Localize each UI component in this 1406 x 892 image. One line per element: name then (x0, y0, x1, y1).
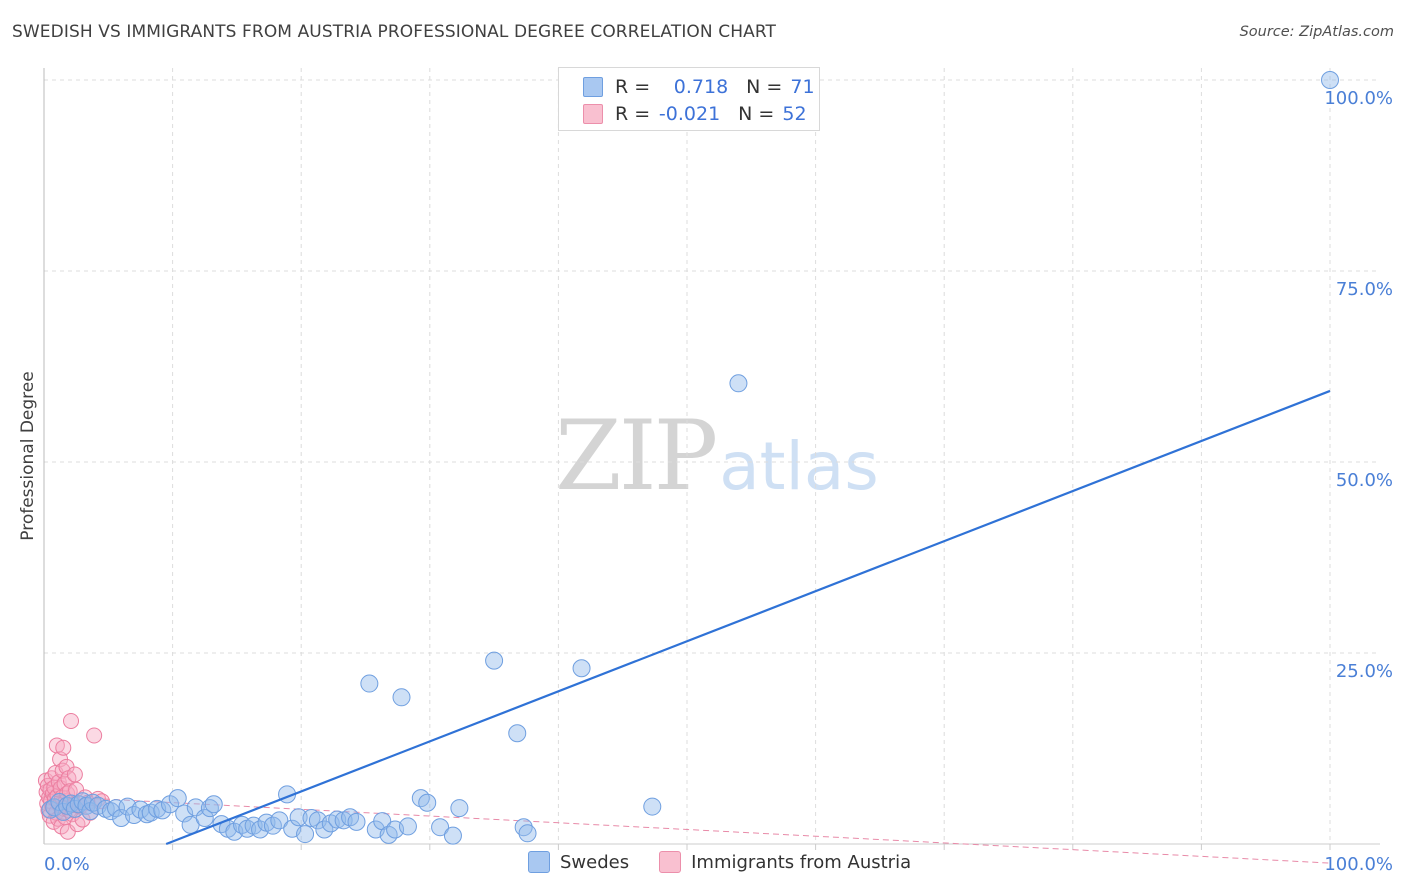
legend-swatch-austria (583, 104, 603, 124)
chart-title: SWEDISH VS IMMIGRANTS FROM AUSTRIA PROFE… (12, 22, 776, 42)
series-legend: Swedes Immigrants from Austria (528, 851, 941, 873)
swedes-point (101, 802, 120, 821)
series-swatch-austria (659, 851, 682, 873)
series-label-swedes: Swedes (560, 851, 630, 873)
swedes-point (443, 826, 462, 845)
swedes-point (341, 808, 360, 827)
swedes-point (270, 811, 289, 830)
y-tick-label: 50.0% (1336, 470, 1393, 491)
legend-r-value-austria: -0.021 (658, 103, 721, 125)
swedes-trend-line (165, 389, 1331, 846)
series-label-austria: Immigrants from Austria (691, 851, 912, 873)
legend-r-label: R = (615, 76, 651, 98)
legend-r-label: R = (615, 103, 651, 125)
swedes-point (411, 789, 430, 808)
swedes-point (1321, 71, 1339, 89)
swedes-point (204, 795, 223, 814)
swedes-point (643, 797, 662, 816)
swedes-point (518, 824, 537, 843)
swedes-point (360, 674, 379, 693)
legend-row-swedes: R = 0.718 N = 71 (583, 76, 815, 98)
series-legend-swedes[interactable]: Swedes (528, 851, 629, 873)
swedes-point (175, 804, 194, 823)
legend-swatch-swedes (583, 77, 603, 97)
swedes-point (392, 688, 411, 707)
legend-row-austria: R = -0.021 N = 52 (583, 103, 807, 125)
swedes-point (347, 812, 366, 831)
austria-point (63, 712, 80, 729)
austria-point (86, 727, 103, 744)
swedes-point (168, 789, 187, 808)
y-tick-label: 75.0% (1336, 279, 1393, 300)
y-tick-label: 100.0% (1324, 88, 1393, 109)
swedes-point (45, 798, 64, 817)
x-tick-label: 0.0% (44, 854, 90, 875)
swedes-point (195, 809, 214, 828)
legend-r-value-swedes: 0.718 (673, 76, 729, 98)
austria-point (53, 818, 70, 835)
legend-n-value-austria: 52 (782, 103, 807, 125)
swedes-point (289, 808, 308, 827)
swedes-point (296, 825, 315, 844)
x-tick-label: 100.0% (1324, 854, 1393, 875)
series-legend-austria[interactable]: Immigrants from Austria (659, 851, 911, 873)
swedes-point (729, 374, 748, 393)
source-label: Source: ZipAtlas.com (1239, 24, 1394, 40)
swedes-point (107, 799, 126, 818)
swedes-point (508, 724, 527, 743)
legend-n-label: N = (738, 103, 775, 125)
swedes-point (186, 798, 205, 817)
austria-point (55, 739, 72, 756)
y-tick-label: 25.0% (1336, 661, 1393, 682)
swedes-point (398, 817, 417, 836)
swedes-point (431, 818, 450, 837)
swedes-point (450, 799, 469, 818)
legend-n-label: N = (746, 76, 783, 98)
series-swatch-swedes (528, 851, 550, 873)
swedes-point (485, 651, 504, 670)
swedes-point (418, 793, 437, 812)
legend-n-value-swedes: 71 (790, 76, 815, 98)
correlation-legend: R = 0.718 N = 71 R = -0.021 N = 52 (558, 67, 820, 131)
austria-point (66, 766, 83, 783)
swedes-point (572, 659, 591, 678)
